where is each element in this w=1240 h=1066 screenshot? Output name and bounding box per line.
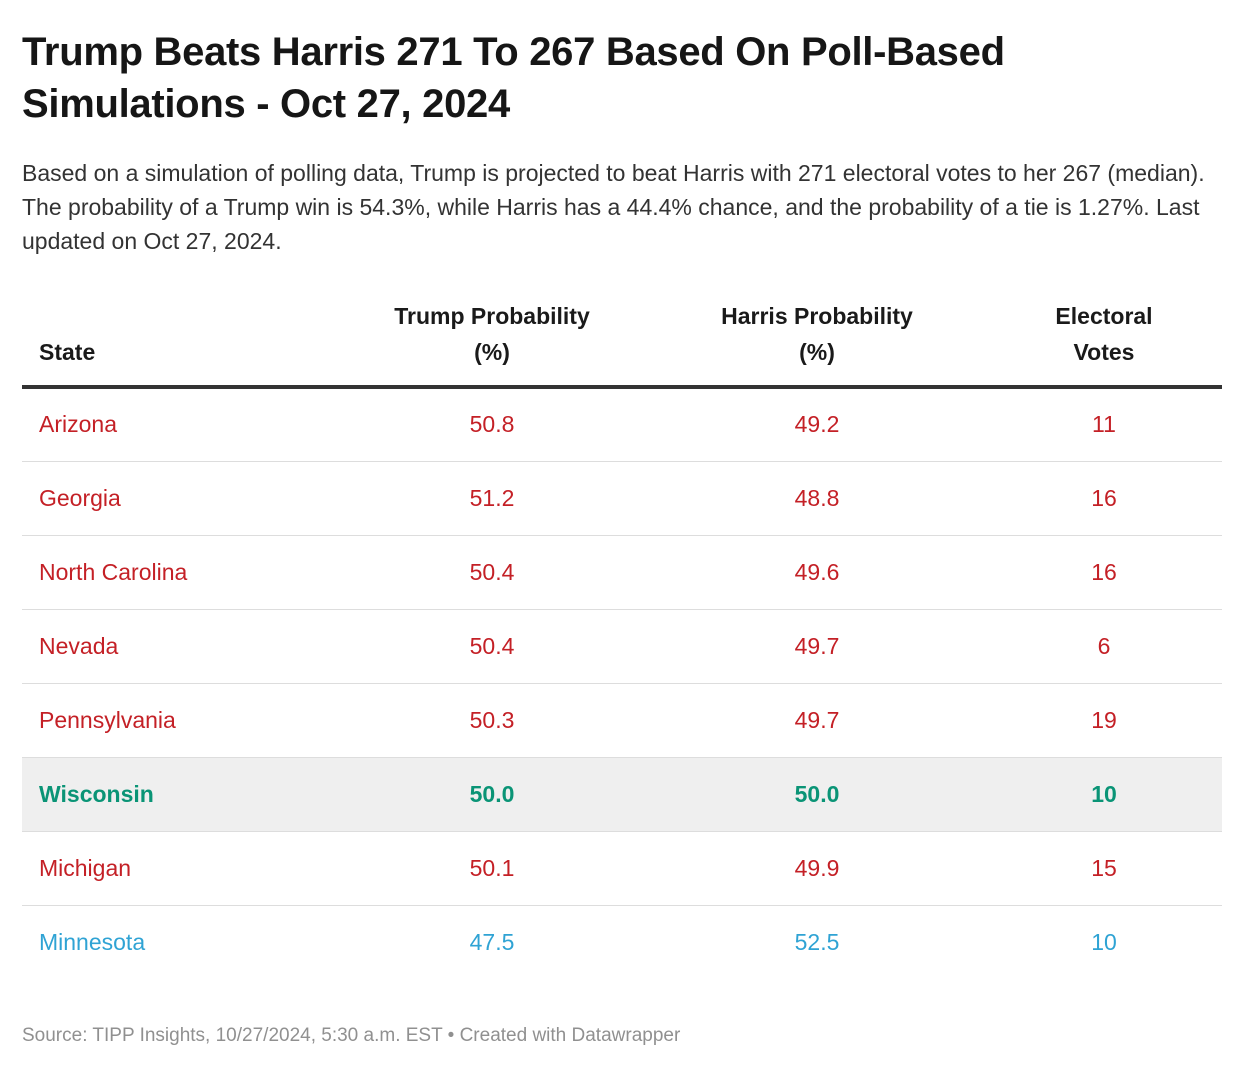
- row-state-label: Minnesota: [39, 928, 146, 955]
- table-header: State Trump Probability (%) Harris Proba…: [22, 298, 1222, 387]
- row-trump-probability: 50.8: [469, 411, 515, 438]
- column-header-ev-line2: Votes: [1073, 339, 1135, 365]
- row-state-label: Wisconsin: [39, 780, 154, 807]
- row-harris-probability: 48.8: [794, 484, 840, 511]
- column-header-state: State: [22, 298, 336, 387]
- row-electoral-votes: 10: [1091, 928, 1117, 955]
- row-harris-probability: 49.6: [794, 558, 840, 585]
- row-state-label: Nevada: [39, 632, 119, 659]
- table-row: Wisconsin 50.0 50.0 10: [22, 757, 1222, 831]
- row-harris-probability: 52.5: [794, 928, 840, 955]
- column-header-trump-line1: Trump Probability: [394, 303, 590, 329]
- column-header-trump-probability: Trump Probability (%): [336, 298, 648, 387]
- column-header-ev-line1: Electoral: [1055, 303, 1153, 329]
- row-state-label: Georgia: [39, 484, 121, 511]
- chart-description: Based on a simulation of polling data, T…: [22, 160, 1205, 254]
- row-electoral-votes: 16: [1091, 484, 1117, 511]
- row-state-label: Michigan: [39, 854, 132, 881]
- column-header-state-label: State: [39, 339, 96, 365]
- column-header-trump-line2: (%): [474, 339, 510, 365]
- state-probability-table: State Trump Probability (%) Harris Proba…: [22, 298, 1222, 979]
- row-harris-probability: 49.9: [794, 854, 840, 881]
- row-electoral-votes: 19: [1091, 706, 1117, 733]
- table-row: Arizona 50.8 49.2 11: [22, 387, 1222, 461]
- row-trump-probability: 50.4: [469, 558, 515, 585]
- table-row: Pennsylvania 50.3 49.7 19: [22, 683, 1222, 757]
- table-row: Georgia 51.2 48.8 16: [22, 461, 1222, 535]
- row-state-label: Arizona: [39, 411, 117, 438]
- table-row: Michigan 50.1 49.9 15: [22, 831, 1222, 905]
- column-header-harris-line2: (%): [799, 339, 835, 365]
- row-trump-probability: 50.1: [469, 854, 515, 881]
- table-row: Nevada 50.4 49.7 6: [22, 609, 1222, 683]
- column-header-electoral-votes: Electoral Votes: [986, 298, 1222, 387]
- source-footer: Source: TIPP Insights, 10/27/2024, 5:30 …: [22, 1025, 681, 1046]
- row-trump-probability: 50.0: [469, 780, 515, 807]
- column-header-harris-probability: Harris Probability (%): [648, 298, 986, 387]
- row-trump-probability: 51.2: [469, 484, 515, 511]
- table-row: North Carolina 50.4 49.6 16: [22, 535, 1222, 609]
- row-electoral-votes: 11: [1092, 411, 1116, 438]
- table-row: Minnesota 47.5 52.5 10: [22, 905, 1222, 979]
- table-header-row: State Trump Probability (%) Harris Proba…: [22, 298, 1222, 387]
- chart-title: Trump Beats Harris 271 To 267 Based On P…: [22, 30, 1005, 126]
- row-electoral-votes: 10: [1091, 780, 1117, 807]
- row-harris-probability: 49.7: [794, 706, 840, 733]
- row-state-label: Pennsylvania: [39, 706, 176, 733]
- row-trump-probability: 47.5: [469, 928, 515, 955]
- row-harris-probability: 49.2: [794, 411, 840, 438]
- row-electoral-votes: 16: [1091, 558, 1117, 585]
- row-state-label: North Carolina: [39, 558, 188, 585]
- row-harris-probability: 50.0: [794, 780, 840, 807]
- table-body: Arizona 50.8 49.2 11 Georgia 51.2 48.8 16 North …: [22, 387, 1222, 979]
- row-electoral-votes: 15: [1091, 854, 1117, 881]
- row-harris-probability: 49.7: [794, 632, 840, 659]
- row-trump-probability: 50.3: [469, 706, 515, 733]
- row-electoral-votes: 6: [1097, 632, 1111, 659]
- row-trump-probability: 50.4: [469, 632, 515, 659]
- column-header-harris-line1: Harris Probability: [721, 303, 913, 329]
